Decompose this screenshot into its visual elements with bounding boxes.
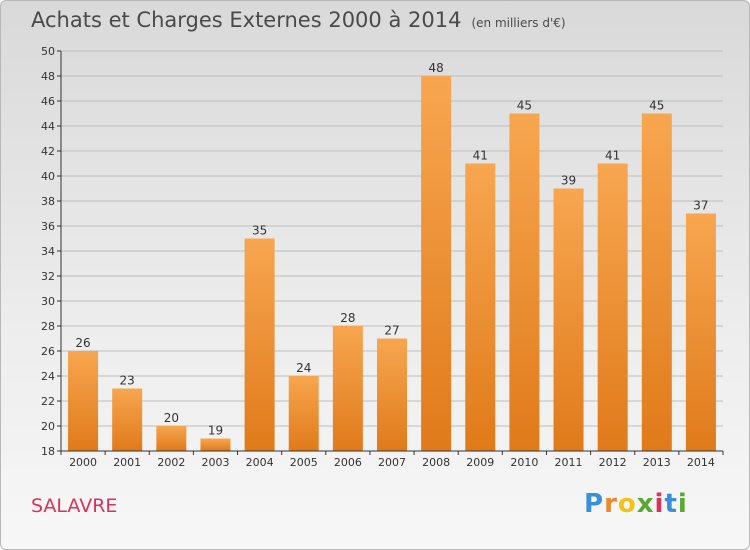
bar-value-label: 37 bbox=[693, 199, 708, 213]
y-tick-label: 34 bbox=[41, 245, 55, 258]
bar-value-label: 27 bbox=[384, 324, 399, 338]
logo-letter: x bbox=[636, 489, 655, 519]
commune-name: SALAVRE bbox=[31, 495, 118, 517]
bar-value-label: 28 bbox=[340, 311, 355, 325]
chart-title-text: Achats et Charges Externes 2000 à 2014 bbox=[31, 8, 462, 32]
bar-value-label: 45 bbox=[517, 99, 532, 113]
x-tick-label: 2002 bbox=[157, 456, 185, 469]
x-tick-label: 2000 bbox=[69, 456, 97, 469]
bar bbox=[244, 238, 275, 451]
y-tick-label: 42 bbox=[41, 145, 55, 158]
proxiti-logo: Proxiti bbox=[584, 489, 688, 519]
y-tick-label: 38 bbox=[41, 195, 55, 208]
bar-value-label: 41 bbox=[605, 149, 620, 163]
logo-letter: i bbox=[677, 489, 688, 519]
logo-letter: r bbox=[604, 489, 618, 519]
bar-value-label: 39 bbox=[561, 174, 576, 188]
y-tick-label: 18 bbox=[41, 445, 55, 458]
bar-value-label: 24 bbox=[296, 361, 311, 375]
x-axis: 2000 2001 2002 2003 2004 2005 2006 2007 2008 2009… bbox=[60, 450, 724, 469]
y-tick-label: 32 bbox=[41, 270, 55, 283]
y-axis: 18 20 22 24 26 28 30 32 34 36 38 40 42 44 46 48 50 bbox=[41, 45, 62, 458]
y-tick-label: 28 bbox=[41, 320, 55, 333]
bar bbox=[112, 388, 143, 451]
y-tick-label: 24 bbox=[41, 370, 55, 383]
bar bbox=[465, 163, 496, 451]
x-tick-label: 2005 bbox=[290, 456, 318, 469]
y-tick-label: 48 bbox=[41, 70, 55, 83]
y-tick-label: 26 bbox=[41, 345, 55, 358]
x-tick-label: 2001 bbox=[113, 456, 141, 469]
logo-letter: P bbox=[584, 489, 605, 519]
logo-letter: i bbox=[654, 489, 665, 519]
bar-value-label: 23 bbox=[120, 374, 135, 388]
bar bbox=[597, 163, 628, 451]
bar bbox=[685, 213, 716, 451]
y-tick-label: 30 bbox=[41, 295, 55, 308]
logo-letter: t bbox=[664, 489, 678, 519]
bars: 26 23 20 19 35 24 28 27 48 41 45 39 41 45 37 bbox=[68, 61, 716, 451]
bar-value-label: 19 bbox=[208, 424, 223, 438]
bar bbox=[509, 113, 540, 451]
y-tick-label: 46 bbox=[41, 95, 55, 108]
x-tick-label: 2011 bbox=[555, 456, 583, 469]
bar-value-label: 45 bbox=[649, 99, 664, 113]
y-tick-label: 44 bbox=[41, 120, 55, 133]
x-tick-label: 2013 bbox=[643, 456, 671, 469]
bar bbox=[332, 326, 363, 451]
x-tick-label: 2008 bbox=[422, 456, 450, 469]
y-tick-label: 40 bbox=[41, 170, 55, 183]
bar-value-label: 48 bbox=[428, 61, 443, 75]
bar bbox=[641, 113, 672, 451]
bar bbox=[288, 376, 319, 451]
x-tick-label: 2004 bbox=[246, 456, 274, 469]
x-tick-label: 2009 bbox=[466, 456, 494, 469]
x-tick-label: 2007 bbox=[378, 456, 406, 469]
x-tick-label: 2010 bbox=[510, 456, 538, 469]
bar-value-label: 20 bbox=[164, 411, 179, 425]
y-tick-label: 36 bbox=[41, 220, 55, 233]
x-tick-label: 2012 bbox=[599, 456, 627, 469]
y-tick-label: 20 bbox=[41, 420, 55, 433]
bar bbox=[200, 438, 231, 451]
bar bbox=[156, 426, 187, 451]
y-tick-label: 50 bbox=[41, 45, 55, 58]
y-tick-label: 22 bbox=[41, 395, 55, 408]
bar bbox=[68, 351, 99, 451]
chart-title: Achats et Charges Externes 2000 à 2014 (e… bbox=[31, 8, 566, 32]
logo-letter: o bbox=[617, 489, 637, 519]
x-tick-label: 2014 bbox=[687, 456, 715, 469]
chart-subtitle: (en milliers d'€) bbox=[471, 16, 566, 30]
bar bbox=[376, 338, 408, 451]
bar-value-label: 35 bbox=[252, 224, 267, 238]
bar-value-label: 26 bbox=[75, 336, 90, 350]
bar bbox=[553, 188, 584, 451]
bar-value-label: 41 bbox=[473, 149, 488, 163]
x-tick-label: 2003 bbox=[201, 456, 229, 469]
x-tick-label: 2006 bbox=[334, 456, 362, 469]
bar bbox=[421, 76, 452, 451]
